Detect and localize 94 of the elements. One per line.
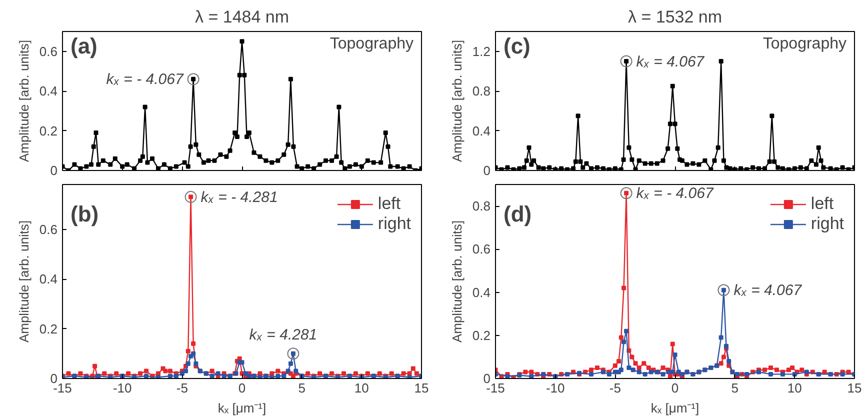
annotation: kₓ = 4.067 [636,53,705,70]
point [246,374,252,378]
y-tick-label: 0.4 [472,284,491,300]
x-tick-label: -5 [176,380,188,396]
annotation: Topography [330,36,414,52]
y-tick-label: 0.2 [39,123,58,138]
legend-label: left [378,194,401,214]
chart-title: λ = 1532 nm [628,8,722,26]
point [618,368,624,372]
annotation: (b) [70,202,99,226]
x-tick-label: 15 [847,380,862,396]
x-tick-label: 5 [731,380,738,396]
point [210,374,214,378]
point [768,372,773,376]
point [588,372,594,376]
point [630,368,636,372]
y-axis-title: Amplitude [arb. units] [449,220,464,343]
annotation: (a) [70,34,98,58]
point [636,370,642,374]
point [505,374,510,378]
point [724,344,728,348]
annotation: kₓ = - 4.067 [636,185,714,202]
point [216,371,220,376]
y-tick-label: 0 [483,371,491,386]
y-tick-label: 1.2 [472,44,491,59]
x-tick-label: 0 [671,380,679,396]
point [622,340,626,344]
annotation: Topography [762,36,847,52]
point [184,368,188,374]
point [276,374,280,378]
y-tick-label: 0.4 [39,84,58,99]
point [660,372,666,376]
point [672,352,678,358]
point [282,374,286,378]
x-tick-label: 5 [298,380,306,396]
point [734,372,740,376]
point [194,361,198,366]
y-tick-label: 0 [50,371,58,386]
y-tick-label: 0.6 [39,222,58,237]
point [642,372,648,376]
y-tick-label: 0 [483,163,491,178]
point [680,372,684,376]
y-tick-label: 0.4 [39,272,58,287]
point [670,370,675,374]
point [541,372,546,376]
point [144,374,149,378]
legend-label: left [810,194,834,214]
point [648,370,654,374]
y-tick-label: 0.6 [472,242,491,257]
point [240,360,244,365]
point [243,371,248,376]
y-axis-title: Amplitude [arb. units] [16,40,32,162]
x-axis-title: kₓ [μm⁻¹] [218,400,266,416]
point [294,368,298,374]
annotation: kₓ = 4.067 [734,282,802,300]
x-tick-label: 10 [354,380,369,396]
annotation: (d) [504,202,532,226]
point [792,372,797,376]
point [168,374,172,378]
y-tick-label: 0.8 [472,84,491,99]
point [624,328,629,334]
x-tick-label: -10 [112,380,132,396]
y-axis-title: Amplitude [arb. units] [449,40,464,162]
point [174,374,178,378]
x-tick-label: -10 [546,380,565,396]
y-tick-label: 0.8 [472,198,491,214]
point [626,365,632,370]
y-tick-label: 0.4 [472,123,491,138]
y-tick-label: 0.6 [39,44,58,59]
annotation: kₓ = - 4.067 [106,71,184,88]
y-tick-label: 0.2 [39,321,58,336]
annotation: kₓ = 4.281 [249,326,318,344]
point [726,359,732,364]
y-tick-label: 0.2 [472,328,491,343]
y-tick-label: 0 [50,163,58,178]
annotation: (c) [504,34,530,58]
x-tick-label: 10 [787,380,802,396]
y-axis-title: Amplitude [arb. units] [16,220,32,343]
x-tick-label: 15 [414,380,429,396]
x-axis-title: kₓ [μm⁻¹] [650,400,700,416]
point [222,374,226,378]
x-tick-label: 0 [238,380,246,396]
point [186,361,190,366]
chart-title: λ = 1484 nm [194,8,290,26]
point [744,372,750,376]
legend-label: right [810,214,844,234]
x-tick-label: -5 [609,380,621,396]
point [286,368,290,374]
point [288,361,293,366]
point [718,335,724,340]
point [191,351,196,356]
annotation: kₓ = - 4.281 [200,188,278,206]
point [529,374,534,378]
legend-label: right [378,214,411,234]
